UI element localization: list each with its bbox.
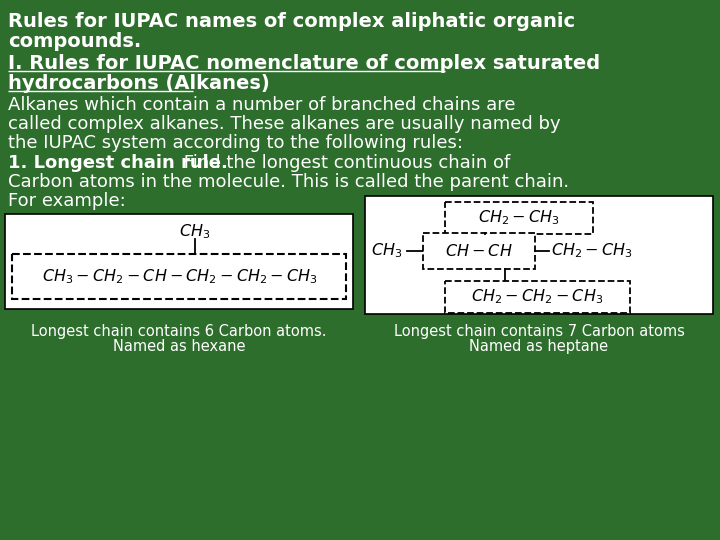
Text: Carbon atoms in the molecule. This is called the parent chain.: Carbon atoms in the molecule. This is ca… — [8, 173, 569, 191]
Text: Longest chain contains 7 Carbon atoms: Longest chain contains 7 Carbon atoms — [394, 324, 685, 339]
Text: $CH_2 - CH_3$: $CH_2 - CH_3$ — [478, 208, 560, 227]
Text: Named as heptane: Named as heptane — [469, 339, 608, 354]
Bar — [365, 196, 713, 314]
Text: For example:: For example: — [8, 192, 126, 210]
Text: 1. Longest chain rule.: 1. Longest chain rule. — [8, 154, 228, 172]
Text: $CH_3$: $CH_3$ — [371, 241, 402, 260]
Bar — [12, 254, 346, 299]
Text: I. Rules for IUPAC nomenclature of complex saturated: I. Rules for IUPAC nomenclature of compl… — [8, 54, 600, 73]
Text: $CH_3$: $CH_3$ — [179, 222, 211, 241]
Text: hydrocarbons (Alkanes): hydrocarbons (Alkanes) — [8, 74, 270, 93]
Text: $CH - CH$: $CH - CH$ — [445, 243, 513, 259]
Text: the IUPAC system according to the following rules:: the IUPAC system according to the follow… — [8, 134, 463, 152]
Text: $CH_3 - CH_2 - CH - CH_2 - CH_2 - CH_3$: $CH_3 - CH_2 - CH - CH_2 - CH_2 - CH_3$ — [42, 267, 318, 286]
Text: Named as hexane: Named as hexane — [113, 339, 246, 354]
Text: compounds.: compounds. — [8, 32, 141, 51]
Text: $CH_2 - CH_2 - CH_3$: $CH_2 - CH_2 - CH_3$ — [472, 288, 603, 306]
Bar — [5, 214, 353, 309]
Text: Alkanes which contain a number of branched chains are: Alkanes which contain a number of branch… — [8, 96, 516, 114]
Text: Find the longest continuous chain of: Find the longest continuous chain of — [178, 154, 510, 172]
Text: Longest chain contains 6 Carbon atoms.: Longest chain contains 6 Carbon atoms. — [31, 324, 327, 339]
Text: $CH_2 - CH_3$: $CH_2 - CH_3$ — [551, 241, 633, 260]
Bar — [445, 281, 630, 313]
Text: called complex alkanes. These alkanes are usually named by: called complex alkanes. These alkanes ar… — [8, 115, 561, 133]
Bar — [423, 233, 535, 269]
Text: Rules for IUPAC names of complex aliphatic organic: Rules for IUPAC names of complex aliphat… — [8, 12, 575, 31]
Bar — [445, 202, 593, 234]
